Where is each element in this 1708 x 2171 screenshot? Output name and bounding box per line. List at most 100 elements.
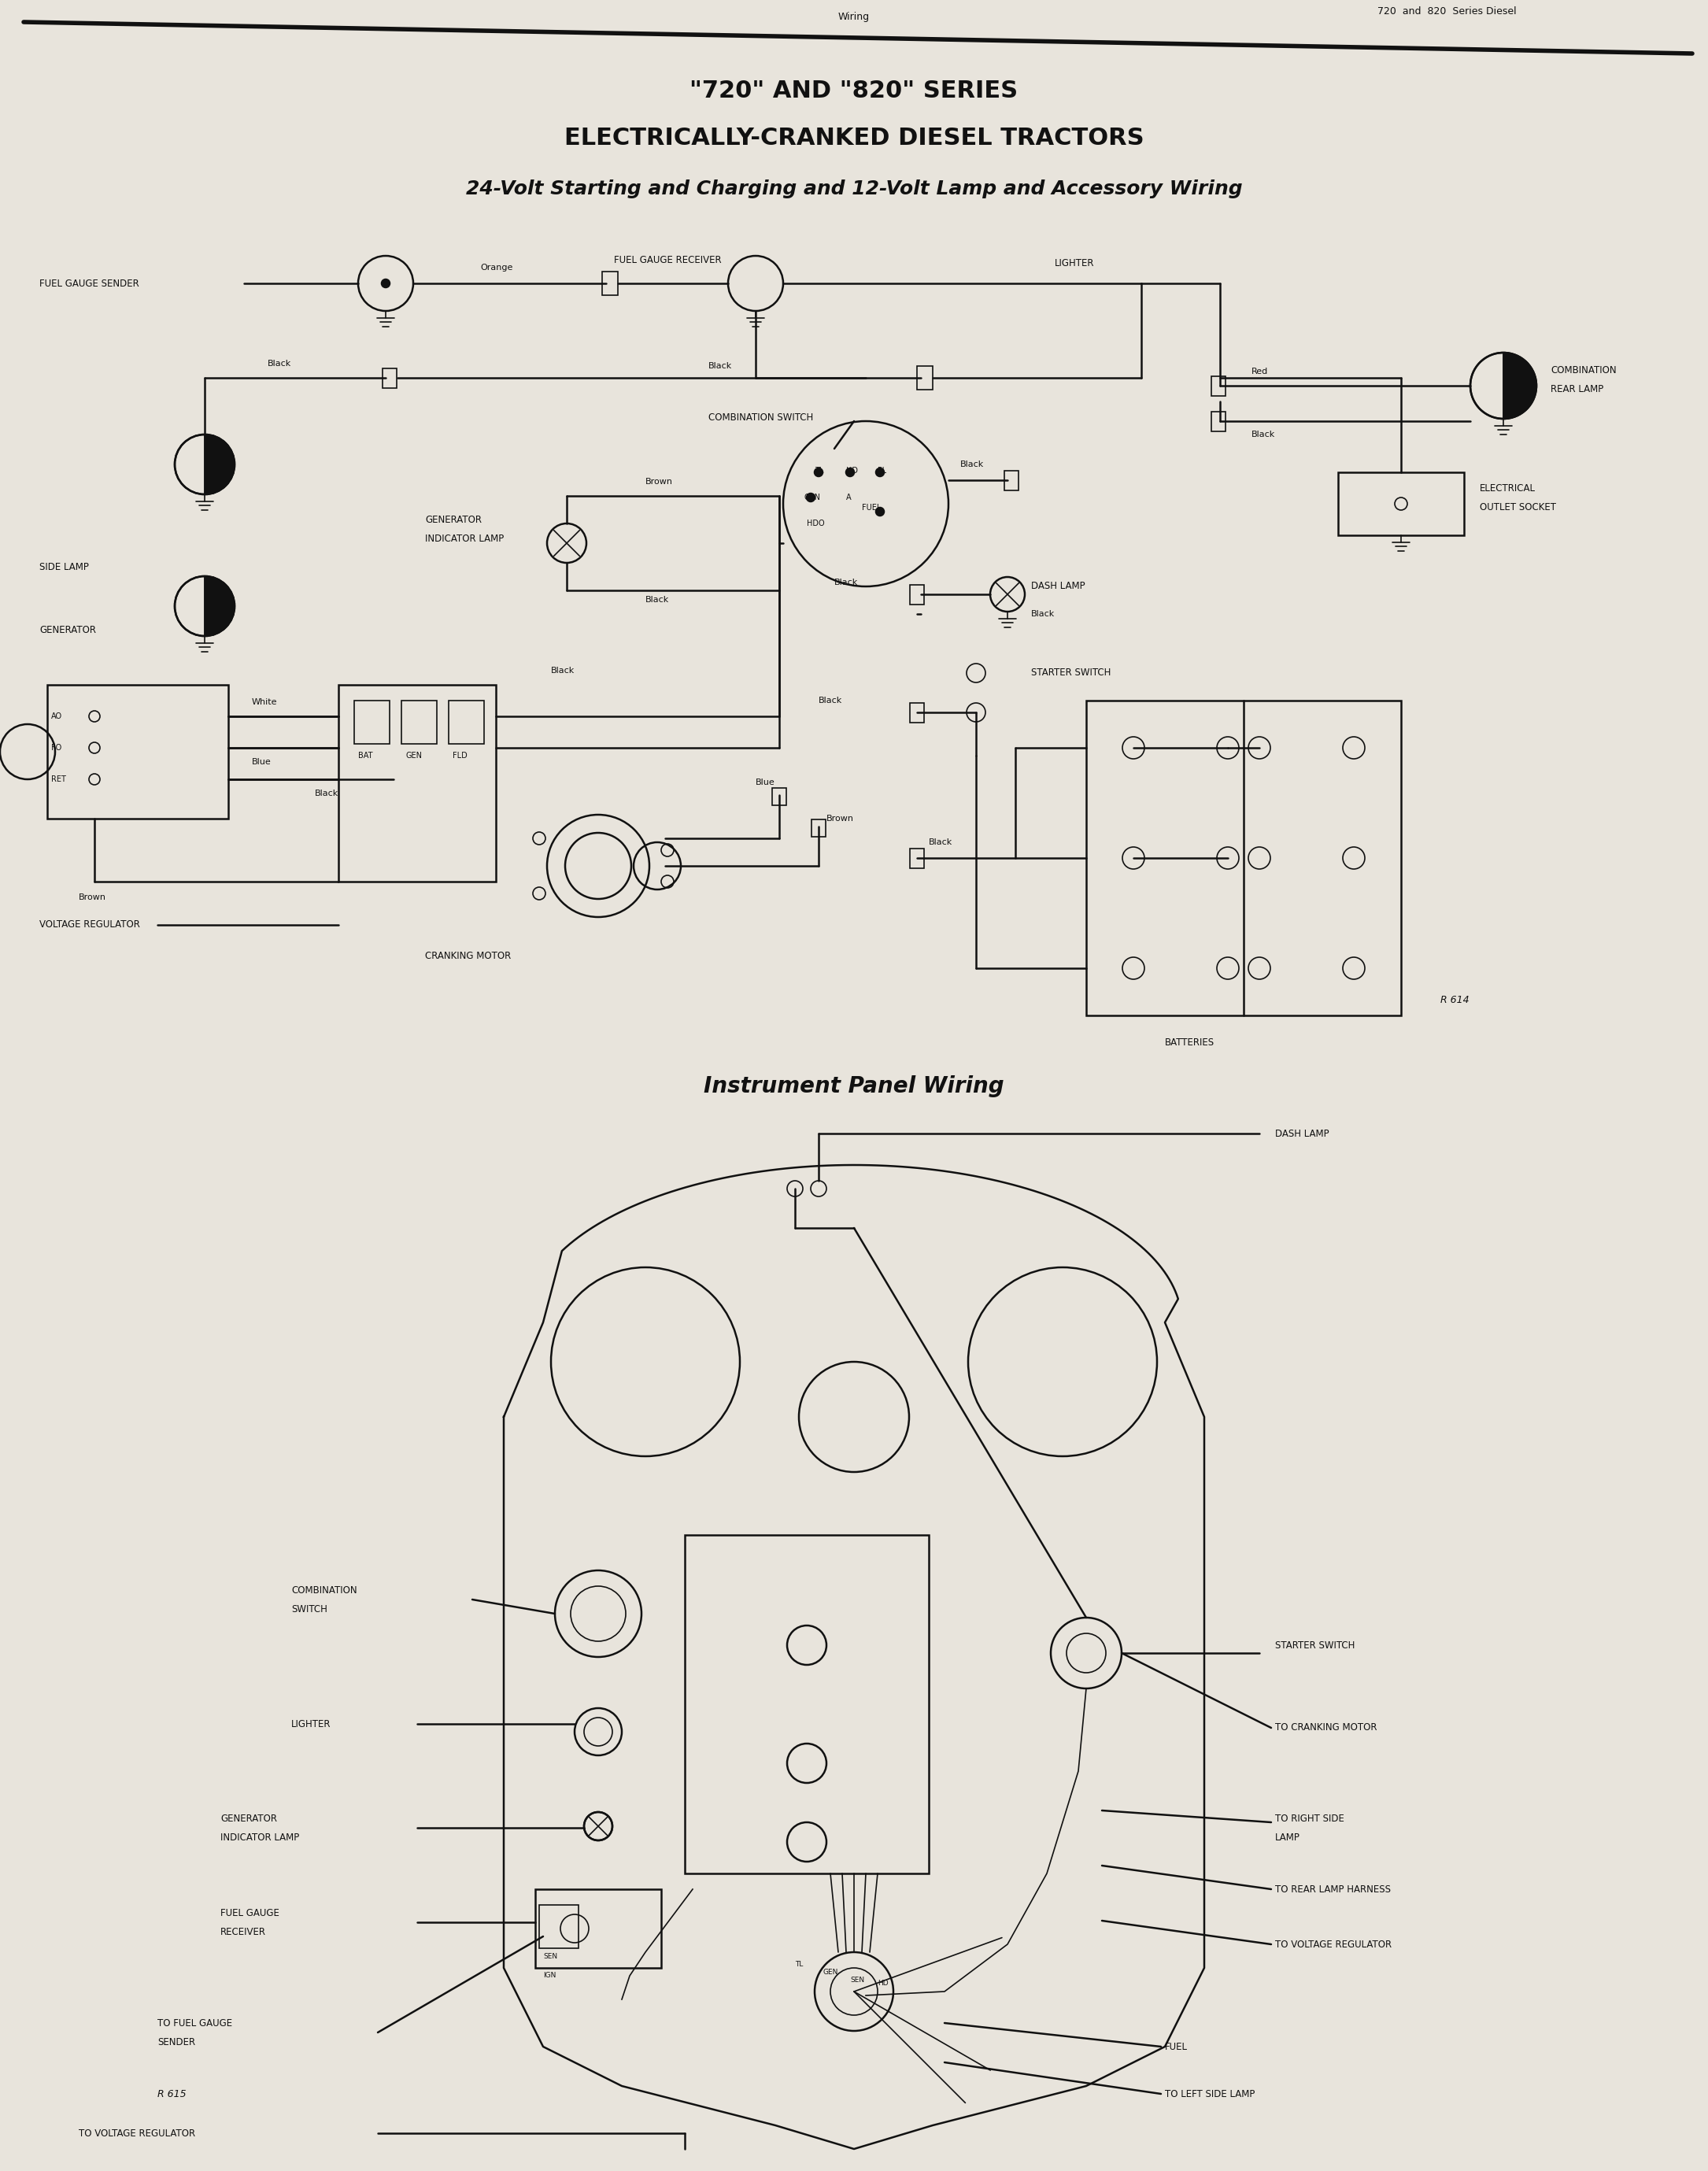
Bar	[685, 1535, 929, 1874]
Bar	[910, 849, 924, 868]
Text: Black: Black	[834, 577, 857, 586]
Text: A: A	[845, 493, 851, 502]
Text: FUEL GAUGE SENDER: FUEL GAUGE SENDER	[39, 278, 138, 289]
Circle shape	[806, 493, 815, 502]
Bar	[449, 701, 483, 745]
Bar	[772, 788, 786, 805]
Text: GEN: GEN	[823, 1969, 837, 1976]
Text: Brown: Brown	[646, 478, 673, 486]
Text: Black: Black	[268, 360, 292, 367]
Text: BATTERIES: BATTERIES	[1165, 1038, 1214, 1049]
Bar	[1086, 701, 1401, 1016]
Text: SEN: SEN	[851, 1976, 864, 1984]
Text: Black: Black	[960, 460, 984, 469]
Text: R 615: R 615	[157, 2089, 186, 2099]
Bar	[1337, 473, 1464, 536]
Text: ELECTRICALLY-CRANKED DIESEL TRACTORS: ELECTRICALLY-CRANKED DIESEL TRACTORS	[564, 126, 1144, 150]
Text: "720" AND "820" SERIES: "720" AND "820" SERIES	[690, 78, 1018, 102]
Text: DASH LAMP: DASH LAMP	[1276, 1129, 1329, 1138]
Text: OUTLET SOCKET: OUTLET SOCKET	[1479, 504, 1556, 512]
Text: COMBINATION: COMBINATION	[1551, 365, 1616, 376]
Text: Black: Black	[552, 666, 576, 675]
Text: FUEL: FUEL	[1165, 2041, 1187, 2052]
Text: FUEL GAUGE RECEIVER: FUEL GAUGE RECEIVER	[613, 254, 721, 265]
Bar	[1211, 376, 1226, 395]
Text: GENERATOR: GENERATOR	[220, 1813, 277, 1824]
Text: SEN: SEN	[543, 1952, 557, 1960]
Text: Black: Black	[818, 697, 842, 706]
Text: INDICATOR LAMP: INDICATOR LAMP	[220, 1832, 299, 1843]
Text: LAMP: LAMP	[1276, 1832, 1300, 1843]
Text: TO FUEL GAUGE: TO FUEL GAUGE	[157, 2017, 232, 2028]
Bar	[910, 584, 924, 604]
Circle shape	[815, 469, 823, 475]
Bar	[811, 818, 825, 836]
Text: LIGHTER: LIGHTER	[1056, 258, 1095, 269]
Text: TO VOLTAGE REGULATOR: TO VOLTAGE REGULATOR	[1276, 1939, 1392, 1950]
Text: 720  and  820  Series Diesel: 720 and 820 Series Diesel	[1377, 7, 1517, 15]
Text: Black: Black	[646, 595, 670, 604]
Text: TO VOLTAGE REGULATOR: TO VOLTAGE REGULATOR	[79, 2128, 195, 2138]
Text: RET: RET	[51, 775, 67, 784]
Text: Red: Red	[1252, 367, 1269, 376]
Text: ELECTRICAL: ELECTRICAL	[1479, 482, 1535, 493]
Text: Orange: Orange	[480, 263, 512, 271]
Text: SIDE LAMP: SIDE LAMP	[39, 562, 89, 571]
Text: COMBINATION: COMBINATION	[292, 1585, 357, 1596]
Text: FO: FO	[51, 745, 61, 751]
Text: STARTER SWITCH: STARTER SWITCH	[1276, 1639, 1354, 1650]
Text: Blue: Blue	[251, 758, 272, 766]
Text: HD: HD	[845, 467, 857, 475]
Text: TO LEFT SIDE LAMP: TO LEFT SIDE LAMP	[1165, 2089, 1255, 2099]
Text: TO RIGHT SIDE: TO RIGHT SIDE	[1276, 1813, 1344, 1824]
Circle shape	[383, 280, 389, 287]
Text: GENERATOR: GENERATOR	[425, 515, 482, 525]
Text: STARTER SWITCH: STARTER SWITCH	[1032, 669, 1110, 677]
Text: TL: TL	[794, 1960, 803, 1967]
Text: CRANKING MOTOR: CRANKING MOTOR	[425, 951, 511, 962]
Bar	[603, 271, 618, 295]
Text: COMBINATION SWITCH: COMBINATION SWITCH	[709, 412, 813, 423]
Text: FUEL GAUGE: FUEL GAUGE	[220, 1908, 280, 1917]
Text: VOLTAGE REGULATOR: VOLTAGE REGULATOR	[39, 921, 140, 929]
Text: FL: FL	[878, 467, 886, 475]
Text: Brown: Brown	[827, 814, 854, 823]
Bar	[910, 703, 924, 723]
Text: GEN: GEN	[405, 751, 422, 760]
Text: LIGHTER: LIGHTER	[292, 1719, 331, 1728]
Bar	[383, 369, 396, 389]
Text: AO: AO	[51, 712, 61, 721]
Text: 24-Volt Starting and Charging and 12-Volt Lamp and Accessory Wiring: 24-Volt Starting and Charging and 12-Vol…	[466, 180, 1242, 198]
Wedge shape	[205, 434, 234, 495]
Text: GEN: GEN	[804, 493, 822, 502]
Text: HDO: HDO	[806, 519, 825, 528]
Text: SWITCH: SWITCH	[292, 1604, 328, 1615]
Text: R 614: R 614	[1440, 994, 1469, 1005]
Text: RECEIVER: RECEIVER	[220, 1928, 266, 1937]
Text: Blue: Blue	[755, 779, 775, 786]
Text: White: White	[251, 699, 277, 706]
Text: INDICATOR LAMP: INDICATOR LAMP	[425, 534, 504, 545]
Text: HD: HD	[878, 1980, 888, 1986]
Text: Brown: Brown	[79, 894, 106, 901]
Text: FLD: FLD	[453, 751, 468, 760]
Bar	[338, 684, 495, 881]
Bar	[540, 1904, 579, 1947]
Text: SENDER: SENDER	[157, 2039, 195, 2047]
Text: Black: Black	[709, 363, 733, 369]
Wedge shape	[1503, 352, 1537, 419]
Wedge shape	[205, 575, 234, 636]
Text: Wiring: Wiring	[839, 13, 869, 22]
Text: DASH LAMP: DASH LAMP	[1032, 582, 1085, 591]
Bar	[1004, 471, 1018, 491]
Text: Black: Black	[929, 838, 953, 847]
Text: Instrument Panel Wiring: Instrument Panel Wiring	[704, 1075, 1004, 1096]
Bar	[354, 701, 389, 745]
Text: GENERATOR: GENERATOR	[39, 625, 96, 634]
Bar	[48, 684, 229, 818]
Text: TO CRANKING MOTOR: TO CRANKING MOTOR	[1276, 1724, 1377, 1732]
Circle shape	[876, 469, 885, 475]
Text: FUEL: FUEL	[863, 504, 881, 512]
Text: IGN: IGN	[543, 1971, 557, 1980]
Text: TL: TL	[815, 467, 823, 475]
